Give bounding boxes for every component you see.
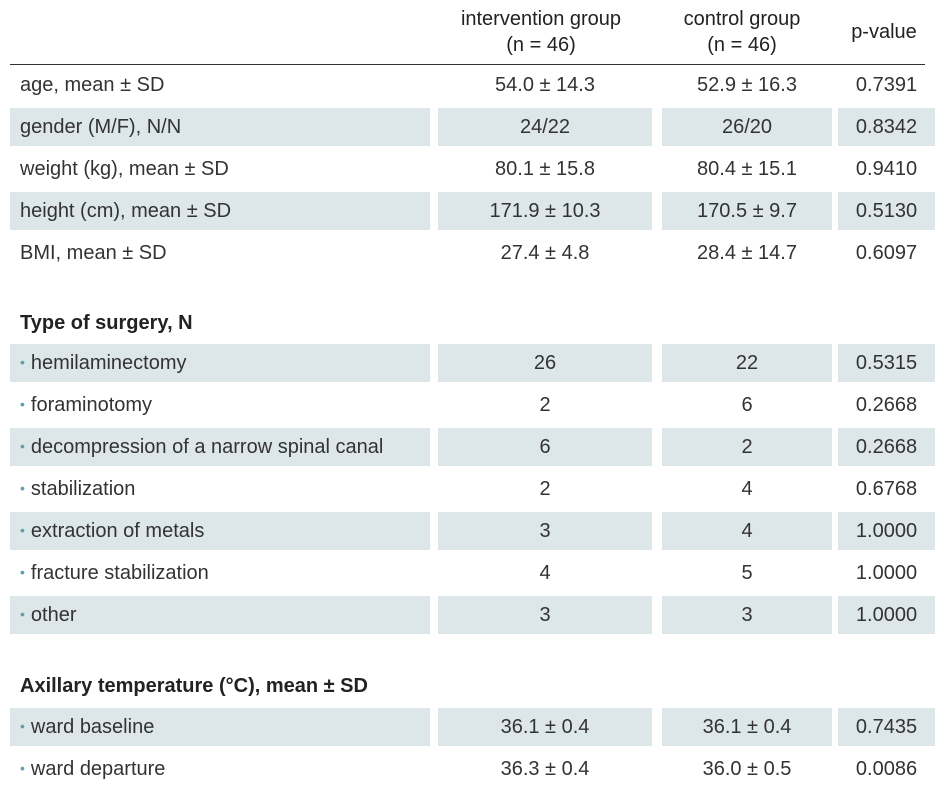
table-row: • foraminotomy 2 6 0.2668 <box>10 386 925 424</box>
control-value: 26/20 <box>662 108 832 146</box>
p-value: 0.6768 <box>855 478 918 500</box>
row-label: • hemilaminectomy <box>10 344 430 382</box>
header-intervention-n: (n = 46) <box>506 34 576 56</box>
bullet-icon: • <box>20 606 25 622</box>
row-label-text: other <box>30 604 77 626</box>
row-label: BMI, mean ± SD <box>20 242 167 264</box>
header-control-group: control group (n = 46) <box>652 6 832 58</box>
row-label: gender (M/F), N/N <box>10 108 430 146</box>
table-row: age, mean ± SD 54.0 ± 14.3 52.9 ± 16.3 0… <box>10 66 925 104</box>
header-control-n: (n = 46) <box>707 34 777 56</box>
row-label: age, mean ± SD <box>20 74 165 96</box>
table-row: • ward departure 36.3 ± 0.4 36.0 ± 0.5 0.… <box>10 750 925 788</box>
control-value: 3 <box>662 596 832 634</box>
control-value: 5 <box>741 562 753 584</box>
table-row: • fracture stabilization 4 5 1.0000 <box>10 554 925 592</box>
bullet-icon: • <box>20 354 25 370</box>
row-label: height (cm), mean ± SD <box>10 192 430 230</box>
control-value: 170.5 ± 9.7 <box>662 192 832 230</box>
p-value: 1.0000 <box>838 596 935 634</box>
p-value: 0.2668 <box>838 428 935 466</box>
intervention-value: 36.1 ± 0.4 <box>438 708 652 746</box>
bullet-icon: • <box>20 480 25 496</box>
control-value: 6 <box>741 394 753 416</box>
intervention-value: 80.1 ± 15.8 <box>495 158 595 180</box>
intervention-value: 36.3 ± 0.4 <box>500 758 590 780</box>
section-title-surgery: Type of surgery, N <box>20 312 193 334</box>
p-value: 0.9410 <box>855 158 918 180</box>
control-value: 28.4 ± 14.7 <box>697 242 797 264</box>
row-label: • stabilization <box>10 470 430 508</box>
p-value: 0.8342 <box>838 108 935 146</box>
intervention-value: 3 <box>438 596 652 634</box>
table: intervention group (n = 46) control grou… <box>10 0 935 780</box>
control-value: 4 <box>741 478 753 500</box>
p-value: 0.7435 <box>838 708 935 746</box>
intervention-value: 4 <box>539 562 551 584</box>
bullet-icon: • <box>20 522 25 538</box>
p-value: 0.0086 <box>855 758 918 780</box>
table-header: intervention group (n = 46) control grou… <box>10 0 925 65</box>
bullet-icon: • <box>20 564 25 580</box>
table-row: • hemilaminectomy 26 22 0.5315 <box>10 344 935 382</box>
table-row: weight (kg), mean ± SD 80.1 ± 15.8 80.4 … <box>10 150 925 188</box>
header-intervention-label: intervention group <box>460 8 622 30</box>
row-label-text: ward departure <box>30 758 166 780</box>
bullet-icon: • <box>20 396 25 412</box>
row-label: • foraminotomy <box>10 386 430 424</box>
table-row: • other 3 3 1.0000 <box>10 596 935 634</box>
intervention-value: 171.9 ± 10.3 <box>438 192 652 230</box>
table-row: height (cm), mean ± SD 171.9 ± 10.3 170.… <box>10 192 935 230</box>
row-label: • extraction of metals <box>10 512 430 550</box>
row-label-text: extraction of metals <box>30 520 205 542</box>
row-label-text: decompression of a narrow spinal canal <box>30 436 384 458</box>
table-row: • decompression of a narrow spinal canal … <box>10 428 935 466</box>
control-value: 36.0 ± 0.5 <box>702 758 792 780</box>
p-value: 0.2668 <box>855 394 918 416</box>
table-row: gender (M/F), N/N 24/22 26/20 0.8342 <box>10 108 935 146</box>
bullet-icon: • <box>20 438 25 454</box>
intervention-value: 54.0 ± 14.3 <box>495 74 595 96</box>
row-label: • ward baseline <box>10 708 430 746</box>
control-value: 4 <box>662 512 832 550</box>
table-row: • extraction of metals 3 4 1.0000 <box>10 512 935 550</box>
p-value: 1.0000 <box>838 512 935 550</box>
p-value: 0.5130 <box>838 192 935 230</box>
control-value: 52.9 ± 16.3 <box>697 74 797 96</box>
section-title-temperature: Axillary temperature (°C), mean ± SD <box>20 675 368 697</box>
table-row: • ward baseline 36.1 ± 0.4 36.1 ± 0.4 0.7… <box>10 708 935 746</box>
row-label: • other <box>10 596 430 634</box>
table-row: • stabilization 2 4 0.6768 <box>10 470 925 508</box>
row-label: weight (kg), mean ± SD <box>20 158 229 180</box>
table-row: BMI, mean ± SD 27.4 ± 4.8 28.4 ± 14.7 0.… <box>10 234 925 272</box>
row-label-text: fracture stabilization <box>30 562 209 584</box>
intervention-value: 24/22 <box>438 108 652 146</box>
bullet-icon: • <box>20 760 25 776</box>
intervention-value: 3 <box>438 512 652 550</box>
bullet-icon: • <box>20 718 25 734</box>
row-label-text: ward baseline <box>30 716 155 738</box>
intervention-value: 27.4 ± 4.8 <box>500 242 590 264</box>
header-intervention-group: intervention group (n = 46) <box>433 6 649 58</box>
p-value: 0.5315 <box>838 344 935 382</box>
control-value: 36.1 ± 0.4 <box>662 708 832 746</box>
intervention-value: 2 <box>539 394 551 416</box>
p-value: 1.0000 <box>855 562 918 584</box>
row-label: • decompression of a narrow spinal canal <box>10 428 430 466</box>
row-label: • fracture stabilization <box>10 554 430 592</box>
control-value: 80.4 ± 15.1 <box>697 158 797 180</box>
intervention-value: 2 <box>539 478 551 500</box>
p-value: 0.7391 <box>855 74 918 96</box>
intervention-value: 6 <box>438 428 652 466</box>
row-label-text: hemilaminectomy <box>30 352 187 374</box>
row-label-text: stabilization <box>30 478 136 500</box>
row-label-text: foraminotomy <box>30 394 153 416</box>
p-value: 0.6097 <box>855 242 918 264</box>
header-control-label: control group <box>683 8 801 30</box>
header-pvalue: p-value <box>851 21 917 43</box>
intervention-value: 26 <box>438 344 652 382</box>
row-label: • ward departure <box>10 750 430 788</box>
control-value: 22 <box>662 344 832 382</box>
control-value: 2 <box>662 428 832 466</box>
